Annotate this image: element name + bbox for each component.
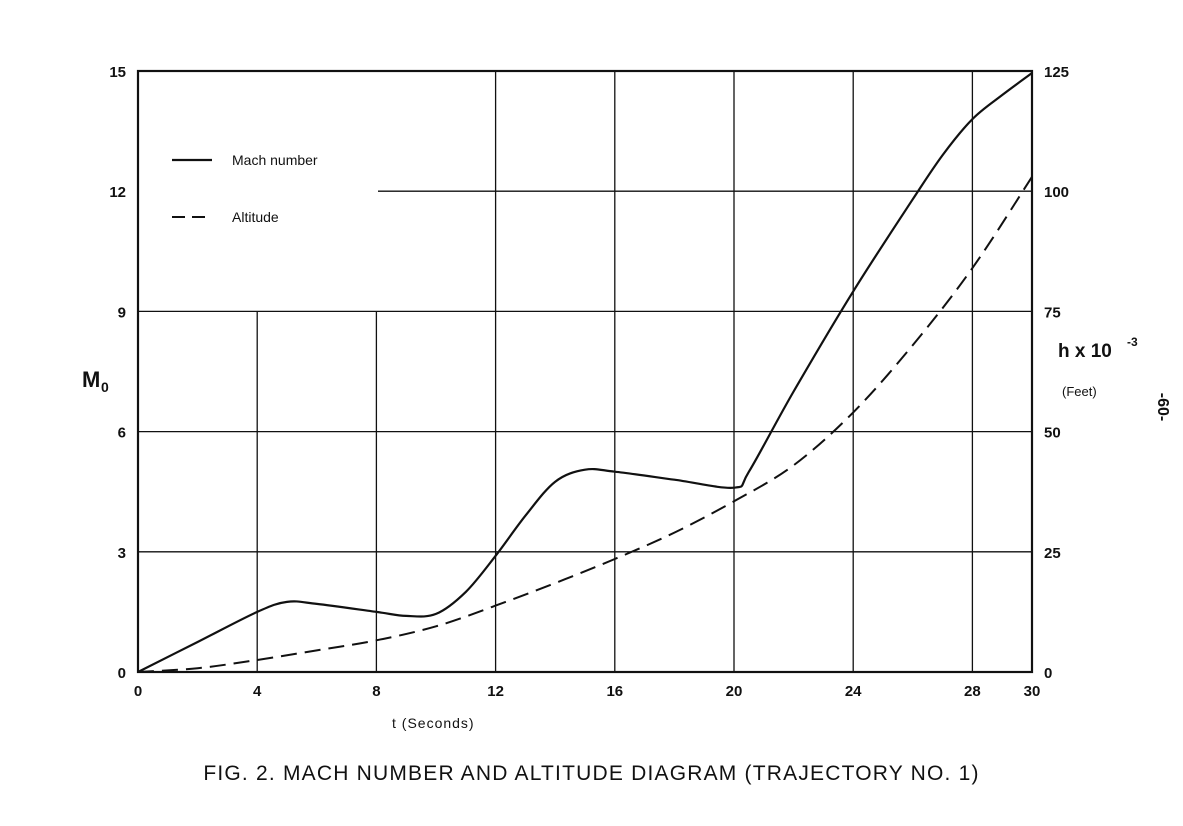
x-tick-label-24: 24 — [845, 683, 862, 700]
y-tick-label-6: 6 — [118, 425, 126, 442]
y2-tick-label-25: 25 — [1044, 545, 1061, 562]
y-tick-label-12: 12 — [109, 184, 126, 201]
y2-axis-title-exponent: -3 — [1127, 335, 1138, 349]
x-tick-label-4: 4 — [253, 683, 262, 700]
x-tick-label-8: 8 — [372, 683, 380, 700]
y2-tick-label-125: 125 — [1044, 64, 1069, 81]
x-tick-label-16: 16 — [606, 683, 623, 700]
x-tick-label-28: 28 — [964, 683, 981, 700]
plot-frame — [136, 69, 1034, 674]
legend-label-mach: Mach number — [232, 152, 318, 168]
y-axis-title-subscript: 0 — [101, 379, 109, 395]
x-tick-label-30: 30 — [1024, 683, 1041, 700]
legend-label-altitude: Altitude — [232, 209, 279, 225]
x-axis-title: t (Seconds) — [392, 715, 475, 731]
series-line-altitude — [137, 176, 1033, 673]
y-tick-label-15: 15 — [109, 64, 126, 81]
series-line-mach-number — [137, 72, 1033, 673]
y2-tick-label-75: 75 — [1044, 304, 1061, 321]
grid — [138, 71, 1032, 672]
y2-axis-title: h x 10 -3 (Feet) — [1058, 335, 1138, 399]
y-tick-label-9: 9 — [118, 304, 126, 321]
legend: Mach number Altitude — [172, 152, 318, 225]
y2-axis-title-main: h x 10 — [1058, 341, 1112, 362]
y-axis-title: M 0 — [82, 367, 109, 395]
y-tick-label-0: 0 — [118, 665, 126, 682]
x-tick-label-12: 12 — [487, 683, 504, 700]
y2-tick-label-0: 0 — [1044, 665, 1052, 682]
y2-tick-label-50: 50 — [1044, 425, 1061, 442]
y2-axis-title-unit: (Feet) — [1062, 384, 1097, 399]
y-axis-title-main: M — [82, 367, 100, 392]
figure-caption: FIG. 2. MACH NUMBER AND ALTITUDE DIAGRAM… — [203, 762, 980, 785]
series-layer — [137, 72, 1033, 673]
y2-tick-label-100: 100 — [1044, 184, 1069, 201]
x-tick-label-20: 20 — [726, 683, 743, 700]
x-tick-label-0: 0 — [134, 683, 142, 700]
y-tick-label-3: 3 — [118, 545, 126, 562]
page-number: -60- — [1154, 393, 1171, 421]
